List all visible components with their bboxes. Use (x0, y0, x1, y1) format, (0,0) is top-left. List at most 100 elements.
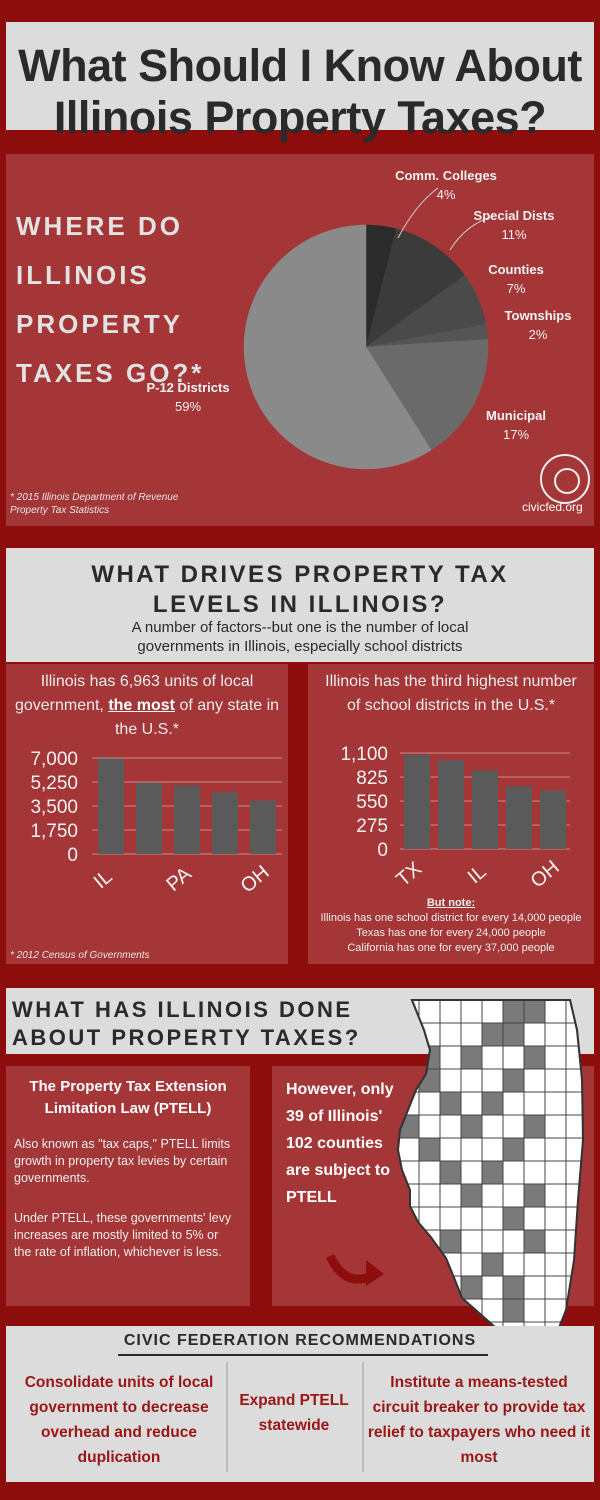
bar (472, 770, 498, 849)
county-cell (481, 1229, 504, 1254)
county-cell (481, 1160, 504, 1185)
title-line-2: Illinois Property Taxes? (53, 92, 547, 143)
county-cell (398, 1252, 420, 1277)
pie-label-value: 59% (174, 399, 202, 414)
county-cell (544, 1000, 567, 1024)
leader-line (397, 187, 439, 239)
tax-distribution-section: WHERE DO ILLINOIS PROPERTY TAXES GO?* Co… (6, 154, 594, 526)
y-tick-label: 275 (356, 816, 388, 837)
ptell-title-line-1: The Property Tax Extension (29, 1078, 227, 1095)
county-cell (565, 1045, 583, 1070)
county-cell (502, 1045, 525, 1070)
county-cell (502, 1298, 525, 1323)
county-cell (502, 1068, 525, 1093)
footnote-line-1: * 2015 Illinois Department of Revenue (10, 492, 179, 503)
county-cell (523, 1160, 546, 1185)
pie-label-name: P-12 Districts (146, 380, 230, 395)
pie-label: Comm. Colleges 4% (386, 166, 506, 204)
recommendations-title: CIVIC FEDERATION RECOMMENDATIONS (123, 1332, 477, 1349)
counties-subject-text: However, only 39 of Illinois' 102 counti… (286, 1081, 394, 1206)
county-cell (481, 1206, 504, 1231)
county-cell (460, 1229, 483, 1254)
county-cell (460, 1183, 483, 1208)
county-cell (523, 1022, 546, 1047)
county-cell (460, 1298, 483, 1323)
note-line-1: Illinois has one school district for eve… (320, 912, 582, 924)
county-cell (502, 1091, 525, 1116)
y-tick-label: 550 (356, 792, 388, 813)
recommendation-consolidate: Consolidate units of local government to… (24, 1374, 214, 1466)
county-cell (460, 1160, 483, 1185)
county-cell (418, 1298, 441, 1323)
county-cell (398, 1045, 420, 1070)
header-banner: What Should I Know About Illinois Proper… (6, 8, 594, 144)
county-cell (523, 1000, 546, 1024)
county-cell (418, 1229, 441, 1254)
county-cell (481, 1137, 504, 1162)
leader-line (449, 215, 495, 251)
county-cell (544, 1229, 567, 1254)
county-cell (523, 1275, 546, 1300)
pie-label-value: 11% (501, 227, 527, 242)
county-cell (544, 1183, 567, 1208)
county-cell (565, 1183, 583, 1208)
bar (404, 754, 430, 849)
county-cell (398, 1298, 420, 1323)
note-line-2: Texas has one for every 24,000 people (356, 927, 546, 939)
y-tick-label: 825 (356, 768, 388, 789)
pie-slice-municipal (365, 339, 489, 451)
bar (174, 785, 200, 854)
ptell-description: Also known as "tax caps," PTELL limits g… (14, 1137, 231, 1185)
county-cell (398, 1275, 420, 1300)
county-cell (544, 1137, 567, 1162)
county-cell (502, 1183, 525, 1208)
bar (540, 790, 566, 849)
recommendation-expand-ptell: Expand PTELL statewide (239, 1392, 349, 1434)
county-cell (481, 1068, 504, 1093)
local-governments-title: Illinois has 6,963 units of local govern… (6, 670, 288, 742)
drivers-header: WHAT DRIVES PROPERTY TAX LEVELS IN ILLIN… (6, 548, 594, 662)
county-cell (460, 1114, 483, 1139)
y-tick-label: 1,750 (30, 821, 78, 842)
actions-title-line-2: ABOUT PROPERTY TAXES? (12, 1025, 361, 1050)
county-cell (544, 1068, 567, 1093)
county-cell (398, 1137, 420, 1162)
county-cell (523, 1114, 546, 1139)
county-cell (565, 1000, 583, 1024)
county-cell (418, 1000, 441, 1024)
pie-label: Municipal 17% (456, 406, 576, 444)
pie-label-value: 4% (436, 187, 456, 202)
pie-heading: WHERE DO ILLINOIS PROPERTY TAXES GO?* (16, 211, 205, 388)
county-cell (460, 1068, 483, 1093)
county-cell (544, 1091, 567, 1116)
recommendation-circuit-breaker: Institute a means-tested circuit breaker… (367, 1374, 591, 1466)
county-cell (460, 1045, 483, 1070)
county-cell (544, 1114, 567, 1139)
county-cell (502, 1000, 525, 1024)
pie-footnote: * 2015 Illinois Department of Revenue Pr… (10, 491, 178, 517)
lg-title-part2: of any state in the U.S.* (114, 697, 280, 738)
bar (250, 800, 276, 854)
bar (136, 782, 162, 854)
recommendations-underline (118, 1354, 488, 1356)
county-cell (502, 1114, 525, 1139)
county-cell (439, 1206, 462, 1231)
county-cell (439, 1068, 462, 1093)
county-cell (418, 1183, 441, 1208)
county-cell (544, 1206, 567, 1231)
county-cell (502, 1022, 525, 1047)
actions-title-line-1: WHAT HAS ILLINOIS DONE (12, 997, 353, 1022)
county-cell (523, 1252, 546, 1277)
county-cell (460, 1206, 483, 1231)
county-cell (565, 1298, 583, 1323)
county-cell (502, 1137, 525, 1162)
county-cell (502, 1206, 525, 1231)
county-cell (418, 1252, 441, 1277)
county-cell (460, 1252, 483, 1277)
county-cell (439, 1137, 462, 1162)
title-line-1: What Should I Know About (18, 40, 582, 91)
county-cell (398, 1229, 420, 1254)
ptell-box: The Property Tax Extension Limitation La… (6, 1066, 250, 1306)
county-cell (439, 1045, 462, 1070)
